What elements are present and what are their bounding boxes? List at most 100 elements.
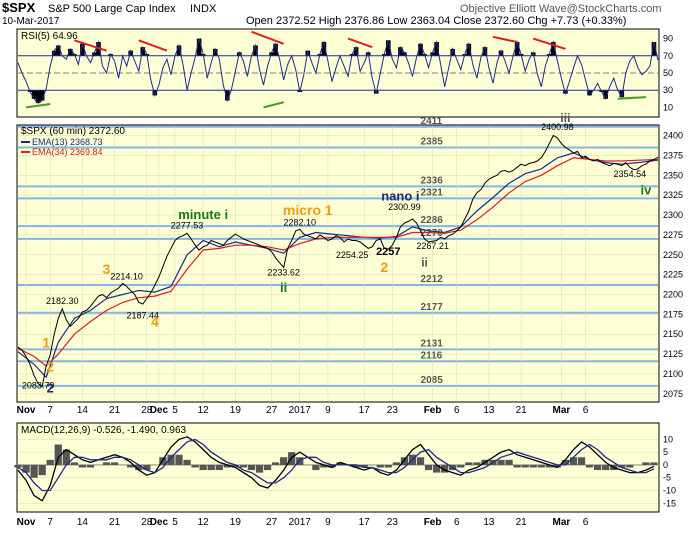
macd-histogram-bar [569,457,578,465]
price-tick-label: 2125 [663,349,683,359]
wave-annotation: 2277.53 [171,221,204,231]
fib-level-label: 2286 [421,215,444,226]
price-tick-label: 2325 [663,190,683,200]
macd-histogram-bar [207,464,215,471]
rsi-oversold-fill [152,90,158,96]
macd-histogram-bar [650,462,658,465]
macd-histogram-bar [577,457,586,465]
macd-tick-label: -15 [663,498,676,508]
macd-histogram-bar [263,464,272,471]
wave-annotation: 2 [47,380,54,395]
macd-histogram-bar [127,464,135,468]
rsi-divergence-line [617,96,646,100]
price-layer: 2075 2100 2125 2150 2175 2200 2225 2250 2275 2300… [17,111,683,401]
macd-tick-label: -5 [663,473,671,483]
macd-histogram-bar [384,464,392,468]
macd-histogram-bar [328,464,336,468]
macd-histogram-bar [513,464,521,468]
price-x-tick-label: 28 [141,405,153,416]
macd-histogram-bar [465,462,473,465]
price-tick-label: 2150 [663,329,683,339]
fib-level-label: 2116 [421,350,443,361]
macd-histogram-bar [62,449,70,465]
wave-annotation: 2083.79 [22,380,55,390]
rsi-oversold-fill [587,90,592,96]
rsi-overbought-fill [498,50,504,56]
macd-histogram-bar [70,462,78,465]
price-x-tick-label: 14 [77,405,89,416]
ema13-legend: EMA(13) 2368.73 [32,137,103,147]
macd-histogram-bar [618,464,626,468]
macd-histogram-bar [239,464,248,468]
macd-histogram-bar [135,464,143,471]
ema13-line [17,152,659,379]
price-tick-label: 2275 [663,230,683,240]
rsi-overbought-fill [128,50,134,56]
ema34-line [17,157,659,367]
rsi-overbought-fill [353,47,359,56]
macd-x-tick-label: Mar [552,517,570,528]
price-x-tick-label: Nov [17,405,36,416]
price-x-tick-label: 21 [516,405,528,416]
price-x-tick-label: 21 [109,405,121,416]
wave-annotation: 2214.10 [110,271,143,281]
rsi-divergence-line [25,102,51,109]
price-x-tick-label: 17 [359,405,371,416]
wave-annotation: 2354.54 [614,169,647,179]
rsi-line [17,38,659,104]
macd-x-tick-label: 14 [77,517,89,528]
macd-x-tick-label: 21 [109,517,121,528]
wave-annotation: 2187.44 [127,310,160,320]
macd-histogram-bar [312,464,320,471]
macd-histogram-bar [102,462,111,465]
macd-x-tick-label: 13 [483,517,495,528]
rsi-oversold-fill [31,90,37,99]
rsi-overbought-fill [176,45,182,56]
macd-histogram-bar [360,464,368,468]
rsi-overbought-fill [402,52,407,56]
exchange-label: INDX [190,3,217,15]
rsi-legend: RSI(5) 64.96 [21,31,78,42]
ema34-legend: EMA(34) 2369.84 [32,147,103,157]
macd-x-tick-label: 5 [172,517,178,528]
fib-level-label: 2131 [421,338,444,349]
price-tick-label: 2350 [663,170,683,180]
macd-histogram-bar [352,464,360,468]
rsi-overbought-fill [321,42,327,56]
macd-x-tick-label: Feb [424,517,442,528]
price-tick-label: 2075 [663,389,683,399]
macd-histogram-bar [642,462,650,465]
macd-tick-label: 10 [663,434,673,444]
macd-tick-label: 5 [663,447,668,457]
price-tick-label: 2300 [663,210,683,220]
rsi-overbought-fill [55,45,61,56]
macd-x-tick-label: Dec [150,517,169,528]
macd-histogram-bar [416,457,425,465]
macd-histogram-bar [376,464,384,468]
rsi-divergence-line [74,39,107,52]
macd-histogram-bar [529,464,537,468]
price-tick-label: 2200 [663,289,683,299]
macd-histogram-bar [78,464,87,468]
wave-annotation: 2233.62 [267,267,300,277]
price-x-tick-label: 19 [230,405,242,416]
macd-x-tick-label: 19 [230,517,242,528]
symbol-label: $SPX [2,0,36,15]
macd-panel [16,422,660,513]
macd-histogram-bar [255,464,264,473]
price-x-tick-label: 6 [583,405,589,416]
price-x-tick-label: Feb [424,405,442,416]
rsi-tick-label: 50 [663,68,673,78]
macd-histogram-bar [392,462,400,465]
price-tick-label: 2250 [663,250,683,260]
price-line [17,134,659,388]
rsi-overbought-fill [386,40,391,56]
macd-histogram-bar [505,459,513,465]
macd-histogram-bar [143,464,151,471]
macd-tick-label: 0 [663,460,668,470]
rsi-tick-label: 90 [663,34,673,44]
macd-histogram-bar [320,464,328,468]
macd-histogram-bar [167,454,175,465]
rsi-overbought-fill [212,48,218,56]
rsi-overbought-fill [273,43,278,56]
